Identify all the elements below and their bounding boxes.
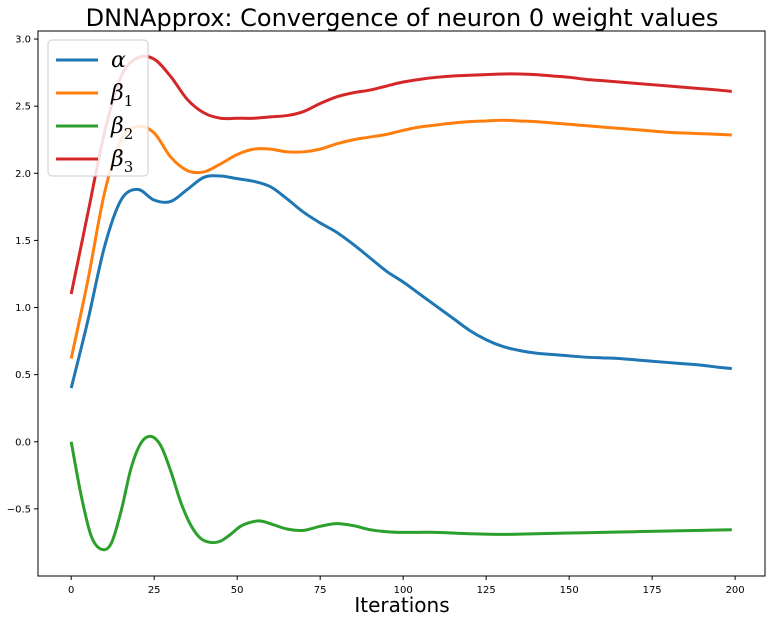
y-axis-ticks: −0.5 0.0 0.5 1.0 1.5 2.0 2.5 3.0 xyxy=(7,35,38,515)
x-tick-label: 200 xyxy=(726,585,745,596)
legend-box xyxy=(47,39,149,177)
x-axis-label: Iterations xyxy=(354,593,449,617)
legend-subscript: 2 xyxy=(124,125,134,143)
y-tick-label: 1.0 xyxy=(15,303,31,314)
legend-symbol: β xyxy=(110,147,124,172)
y-tick-label: 2.5 xyxy=(15,102,31,113)
y-tick-label: 2.0 xyxy=(15,169,31,180)
legend-subscript: 3 xyxy=(124,158,134,176)
x-tick-label: 150 xyxy=(560,585,579,596)
x-tick-label: 50 xyxy=(231,585,244,596)
y-tick-label: 1.5 xyxy=(15,236,31,247)
series-line-4 xyxy=(69,54,732,295)
legend-symbol: α xyxy=(111,48,126,73)
chart-title: DNNApprox: Convergence of neuron 0 weigh… xyxy=(86,4,719,32)
legend-symbol: β xyxy=(110,114,124,139)
x-tick-label: 0 xyxy=(68,585,74,596)
legend-label-1: α xyxy=(111,48,126,73)
legend-symbol: β xyxy=(110,81,124,106)
x-axis-ticks: 0 25 50 75 100 125 150 175 200 xyxy=(68,576,745,596)
x-tick-label: 25 xyxy=(148,585,161,596)
y-tick-label: 0.5 xyxy=(15,370,31,381)
axes-frame xyxy=(37,30,766,577)
series-line-3 xyxy=(69,434,732,552)
legend-label-4: β3 xyxy=(110,147,133,176)
legend-label-2: β1 xyxy=(110,81,133,110)
x-tick-label: 75 xyxy=(314,585,327,596)
x-tick-label: 100 xyxy=(394,585,413,596)
y-tick-label: 3.0 xyxy=(15,35,31,46)
series-line-2 xyxy=(69,118,732,359)
y-tick-label: 0.0 xyxy=(15,437,31,448)
series-line-1 xyxy=(69,174,732,389)
legend-label-3: β2 xyxy=(110,114,133,143)
plot-area xyxy=(69,54,732,552)
y-tick-label: −0.5 xyxy=(7,504,31,515)
x-tick-label: 175 xyxy=(643,585,662,596)
x-tick-label: 125 xyxy=(477,585,496,596)
legend-subscript: 1 xyxy=(124,92,134,110)
